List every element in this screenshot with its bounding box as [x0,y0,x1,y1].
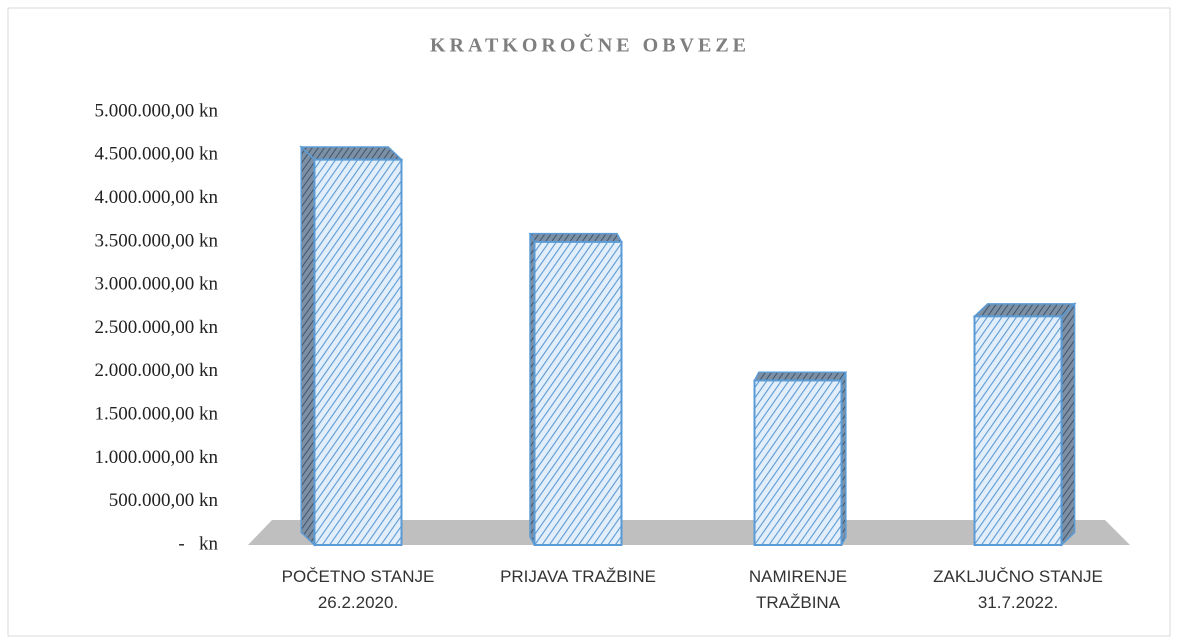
y-tick-label: 500.000,00 kn [109,490,219,511]
bar [972,302,1077,547]
y-tick-label: 1.500.000,00 kn [95,403,219,424]
x-tick-label: NAMIRENJE TRAŽBINA [748,567,848,612]
chart-title: KRATKOROČNE OBVEZE [430,33,750,57]
y-tick-label: 3.500.000,00 kn [95,230,219,251]
floor [248,520,1130,545]
y-tick-label: 4.500.000,00 kn [95,144,219,165]
bar-top [972,303,1077,318]
bar-front [313,158,403,546]
y-tick-label: 1.000.000,00 kn [95,447,219,468]
bar-top [753,371,848,382]
bar-front [533,240,623,546]
bar-top [299,146,404,161]
y-tick-label: 4.000.000,00 kn [95,187,219,208]
y-tick-label: - kn [178,533,218,554]
y-tick-label: 2.500.000,00 kn [95,317,219,338]
y-tick-label: 5.000.000,00 kn [95,100,219,121]
bar [753,371,848,546]
bar-side [1060,302,1076,547]
y-tick-label: 3.000.000,00 kn [95,274,219,295]
bar-top [528,232,623,243]
bar-side [300,145,316,547]
x-tick-label: PRIJAVA TRAŽBINE [500,567,656,586]
y-tick-label: 2.000.000,00 kn [95,360,219,381]
bar-front [753,379,843,546]
bar [299,145,404,547]
x-tick-label: POČETNO STANJE 26.2.2020. [281,567,435,612]
x-tick-label: ZAKLJUČNO STANJE 31.7.2022. [933,567,1103,612]
bar-front [973,315,1063,546]
bar [528,232,623,546]
